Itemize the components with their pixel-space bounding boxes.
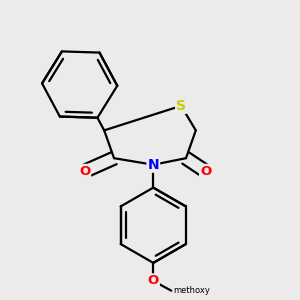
Text: O: O	[200, 165, 211, 178]
Text: N: N	[148, 158, 159, 172]
Text: methoxy: methoxy	[173, 286, 210, 295]
Text: O: O	[148, 274, 159, 287]
Text: S: S	[176, 99, 186, 113]
Text: O: O	[79, 165, 90, 178]
